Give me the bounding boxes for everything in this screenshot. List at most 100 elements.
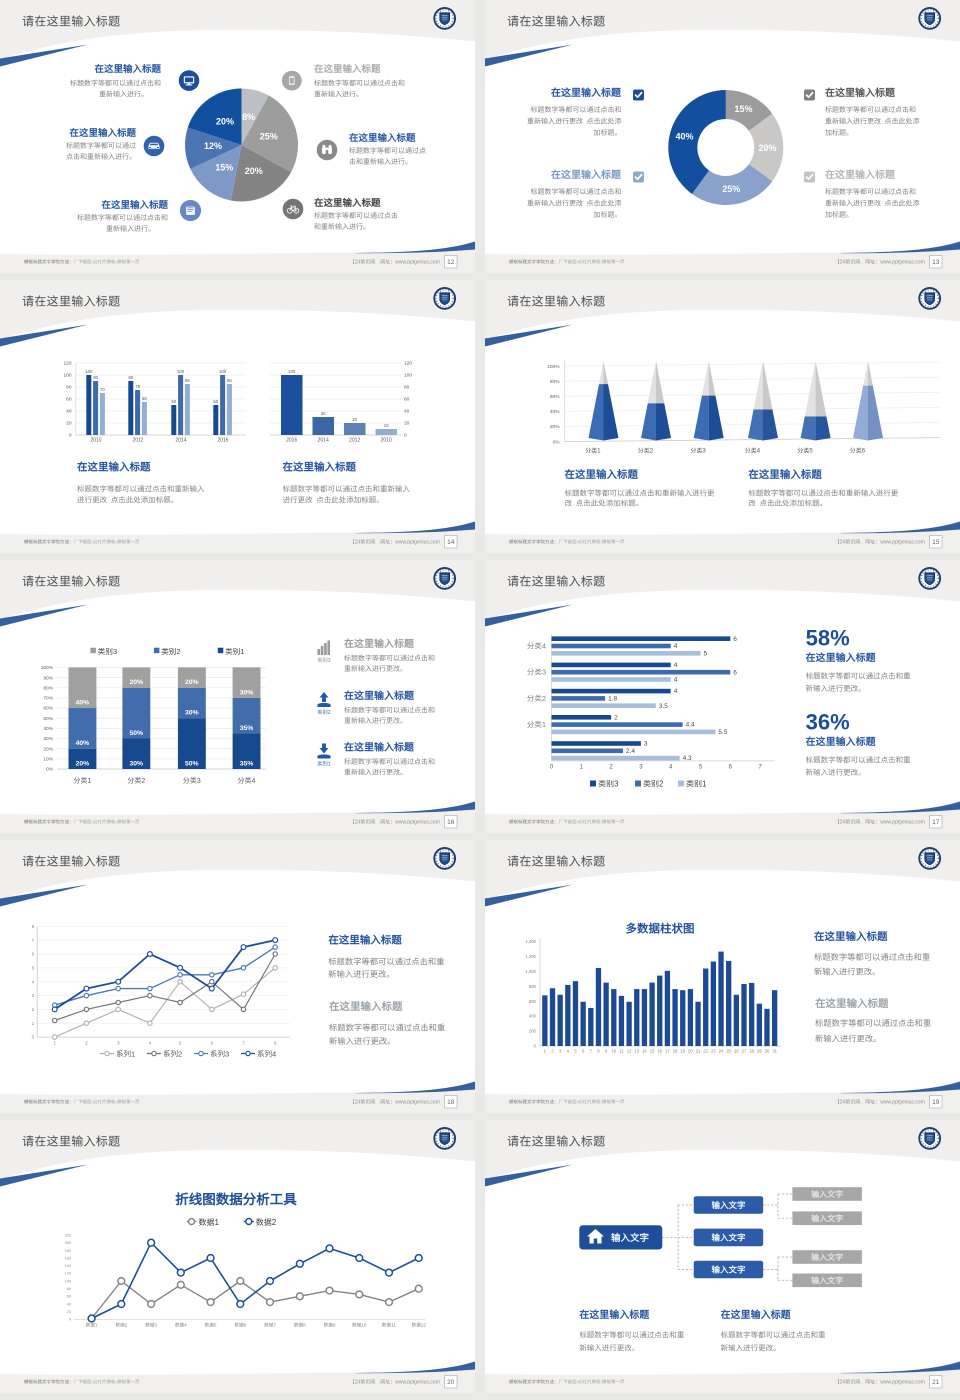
svg-text:30%: 30% xyxy=(43,736,53,742)
svg-text:50: 50 xyxy=(171,399,176,404)
svg-text:16: 16 xyxy=(657,1049,662,1054)
svg-text:24: 24 xyxy=(719,1049,724,1054)
svg-text:4: 4 xyxy=(674,677,678,684)
svg-text:9: 9 xyxy=(605,1049,608,1054)
svg-text:20: 20 xyxy=(67,1310,71,1314)
svg-text:14: 14 xyxy=(642,1049,647,1054)
svg-text:90: 90 xyxy=(128,375,133,380)
svg-text:7: 7 xyxy=(758,765,762,771)
svg-text:-: - xyxy=(115,1099,117,1104)
svg-text:10: 10 xyxy=(361,1323,367,1328)
svg-text:2014: 2014 xyxy=(175,438,186,444)
svg-text:www.pptgenius.com: www.pptgenius.com xyxy=(880,820,924,826)
svg-text:-: - xyxy=(600,259,602,264)
svg-text:2: 2 xyxy=(551,1049,554,1054)
svg-text:www.pptgenius.com: www.pptgenius.com xyxy=(395,1380,439,1386)
svg-text:30: 30 xyxy=(321,411,326,416)
svg-text:4: 4 xyxy=(757,449,761,455)
svg-text:15: 15 xyxy=(650,1049,655,1054)
svg-text:30: 30 xyxy=(765,1049,770,1054)
svg-text:28: 28 xyxy=(749,1049,754,1054)
svg-text:1: 1 xyxy=(328,761,331,767)
svg-text:4: 4 xyxy=(252,778,256,785)
svg-text:600: 600 xyxy=(529,999,537,1004)
svg-text:4: 4 xyxy=(674,688,678,695)
svg-text:4: 4 xyxy=(149,1041,152,1046)
svg-text:31: 31 xyxy=(772,1049,777,1054)
svg-text:1: 1 xyxy=(95,1323,98,1328)
svg-text:10: 10 xyxy=(611,1049,616,1054)
svg-text:20: 20 xyxy=(688,1049,693,1054)
svg-text:4: 4 xyxy=(542,642,546,651)
svg-text:20%: 20% xyxy=(550,424,560,430)
svg-text:12: 12 xyxy=(421,1323,427,1328)
svg-text:6: 6 xyxy=(211,1041,214,1046)
svg-text:-: - xyxy=(115,539,117,544)
svg-text:4: 4 xyxy=(669,765,673,771)
svg-text:40%: 40% xyxy=(675,132,693,142)
svg-text:3: 3 xyxy=(559,1049,562,1054)
svg-text:3: 3 xyxy=(644,741,648,748)
svg-text:2: 2 xyxy=(609,765,613,771)
svg-text:-: - xyxy=(92,1379,94,1384)
svg-text:20%: 20% xyxy=(185,679,199,686)
svg-text:2: 2 xyxy=(176,647,180,656)
svg-text:5: 5 xyxy=(809,449,813,455)
svg-text:5: 5 xyxy=(179,1041,182,1046)
svg-text:24: 24 xyxy=(840,1100,846,1106)
svg-text:8%: 8% xyxy=(242,112,255,122)
svg-text:70%: 70% xyxy=(43,696,53,702)
svg-text:10: 10 xyxy=(384,423,389,428)
svg-text:20%: 20% xyxy=(76,760,90,767)
svg-text:120: 120 xyxy=(404,361,412,367)
svg-text:30%: 30% xyxy=(129,760,143,767)
svg-text:200: 200 xyxy=(65,1241,71,1245)
svg-text:60: 60 xyxy=(67,1295,71,1299)
svg-text:www.pptgenius.com: www.pptgenius.com xyxy=(395,260,439,266)
svg-text:2: 2 xyxy=(328,710,331,716)
svg-text:17: 17 xyxy=(665,1049,670,1054)
svg-text:12: 12 xyxy=(447,259,455,266)
svg-text:180: 180 xyxy=(65,1249,71,1253)
svg-text:2: 2 xyxy=(542,694,546,703)
svg-text:80: 80 xyxy=(67,1287,71,1291)
svg-text:24: 24 xyxy=(355,820,361,826)
svg-text:30%: 30% xyxy=(240,689,254,696)
svg-text:80: 80 xyxy=(66,385,72,391)
svg-text:70: 70 xyxy=(100,387,105,392)
svg-text:36%: 36% xyxy=(806,710,850,735)
svg-text:25: 25 xyxy=(726,1049,731,1054)
svg-text:24: 24 xyxy=(840,820,846,826)
svg-text:6: 6 xyxy=(733,669,737,676)
svg-text:26: 26 xyxy=(734,1049,739,1054)
svg-text:11: 11 xyxy=(391,1323,396,1328)
svg-text:22: 22 xyxy=(703,1049,708,1054)
svg-text:21: 21 xyxy=(932,1379,940,1386)
svg-text:2012: 2012 xyxy=(349,438,360,444)
svg-text:100%: 100% xyxy=(547,364,560,370)
svg-text:www.pptgenius.com: www.pptgenius.com xyxy=(395,540,439,546)
svg-text:3: 3 xyxy=(32,993,35,998)
svg-text:1.8: 1.8 xyxy=(608,696,617,703)
svg-text:12%: 12% xyxy=(204,141,222,151)
svg-text:3: 3 xyxy=(542,668,546,677)
svg-text:80%: 80% xyxy=(43,685,53,691)
svg-text:2016: 2016 xyxy=(286,438,297,444)
svg-text:4.3: 4.3 xyxy=(683,755,692,762)
svg-text:3: 3 xyxy=(225,1050,229,1059)
svg-text:20: 20 xyxy=(404,421,410,427)
svg-text:www.pptgenius.com: www.pptgenius.com xyxy=(395,820,439,826)
svg-text:2: 2 xyxy=(32,1007,35,1012)
svg-text:0: 0 xyxy=(69,433,72,439)
svg-text:2016: 2016 xyxy=(217,438,228,444)
svg-text:40%: 40% xyxy=(550,409,560,415)
svg-text:24: 24 xyxy=(840,1380,846,1386)
svg-text:2014: 2014 xyxy=(318,438,329,444)
svg-text:2010: 2010 xyxy=(90,438,101,444)
svg-text:1: 1 xyxy=(240,647,244,656)
svg-text:25%: 25% xyxy=(722,184,740,194)
svg-text:-: - xyxy=(115,259,117,264)
svg-text:20%: 20% xyxy=(758,143,776,153)
svg-text:400: 400 xyxy=(529,1014,537,1019)
svg-text:35%: 35% xyxy=(240,725,254,732)
